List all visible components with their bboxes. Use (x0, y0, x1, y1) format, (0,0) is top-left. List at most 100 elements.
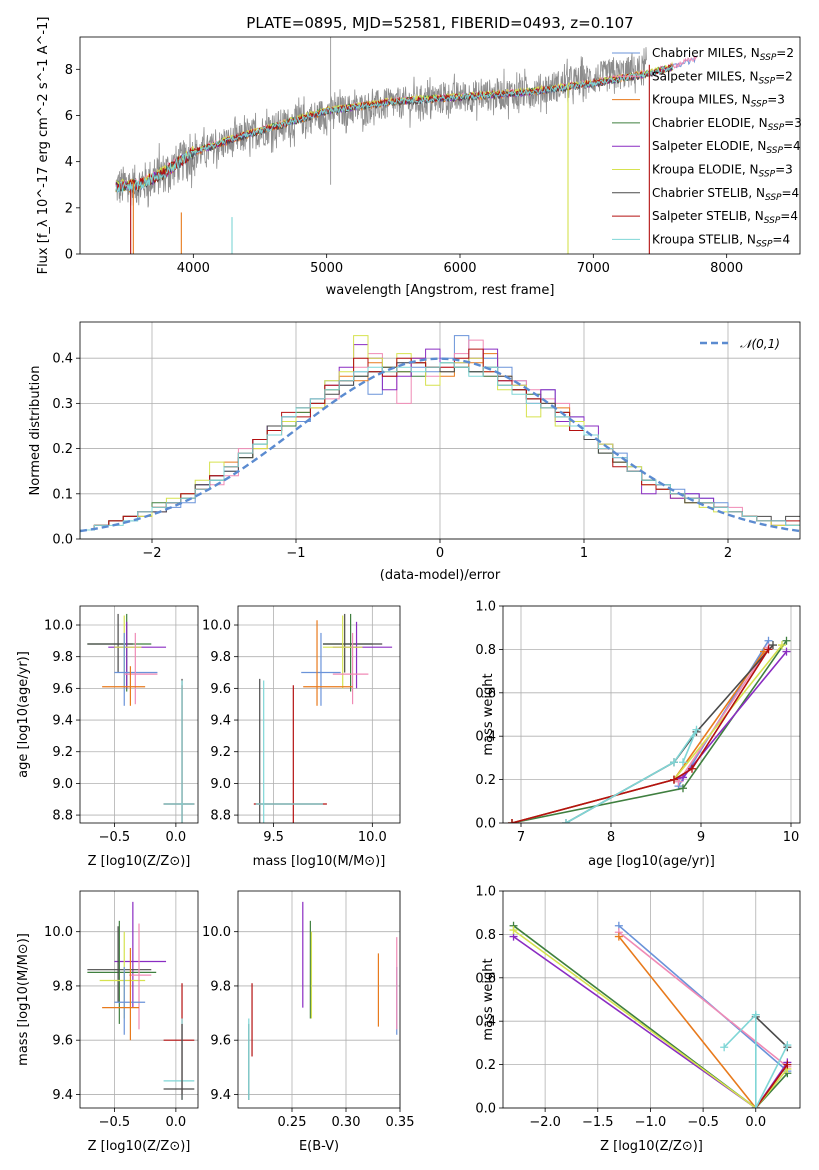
residuals-panel: −2 −1 0 1 2 0.0 0.1 0.2 0.3 0.4 (data-model)/error… (28, 321, 801, 583)
legend-text: Salpeter MILES, N (652, 69, 759, 83)
legend-entry: Salpeter STELIB, NSSP=4 (652, 209, 798, 226)
weight-vs-metallicity-panel: −2.0 −1.5 −1.0 −0.5 0.0 0.0 0.2 0.4 0.6 0.8 1.0 Z [… (475, 885, 801, 1154)
x-axis-label: mass [log10(M/M⊙)] (253, 854, 386, 869)
x-tick-label: −1.0 (635, 1115, 667, 1130)
y-tick-label: 9.8 (52, 979, 73, 994)
y-tick-label: 0.1 (52, 487, 73, 502)
y-tick-label: 9.2 (52, 745, 73, 760)
legend-subscript: SSP (756, 239, 773, 249)
weight-line (723, 1012, 789, 1108)
y-tick-label: 9.4 (52, 714, 73, 729)
spectrum-panel: 4000 5000 6000 7000 8000 0 2 4 6 8 wavelength [Ang… (36, 17, 802, 298)
legend-text: Chabrier STELIB, N (652, 186, 765, 200)
x-tick-label: 10.0 (358, 830, 387, 845)
x-tick-label: 7 (517, 830, 525, 845)
weight-line (755, 1016, 788, 1048)
legend-text: Salpeter STELIB, N (652, 209, 764, 223)
plot-area (87, 901, 195, 1100)
x-axis-label: (data-model)/error (380, 568, 501, 583)
x-axis-label: E(B-V) (299, 1139, 339, 1154)
x-tick-label: 8 (607, 830, 615, 845)
axes-frame (79, 321, 801, 540)
x-tick-label: 8000 (710, 261, 743, 276)
x-tick-label: 1 (580, 546, 588, 561)
legend-tail: =4 (772, 232, 790, 246)
legend-tail: =4 (782, 186, 800, 200)
y-axis-label: age [log10(age/yr)] (16, 651, 31, 778)
y-axis-label: mass weight (481, 673, 496, 755)
weight-marker (509, 926, 518, 935)
y-tick-label: 9.6 (210, 1034, 231, 1049)
weight-marker (751, 1010, 760, 1019)
x-tick-label: −0.5 (687, 1115, 719, 1130)
y-tick-label: 6 (65, 109, 73, 124)
x-tick-label: −0.5 (99, 830, 131, 845)
y-tick-label: 2 (65, 201, 73, 216)
y-tick-label: 1.0 (475, 885, 496, 900)
observed-spectrum (115, 47, 647, 208)
y-tick-label: 0.4 (475, 730, 496, 745)
y-axis-label: Normed distribution (28, 366, 43, 496)
x-tick-label: 0.0 (166, 830, 187, 845)
weight-line (677, 646, 770, 783)
y-tick-label: 9.4 (210, 714, 231, 729)
legend-text: Salpeter ELODIE, N (652, 139, 766, 153)
plot-area (115, 37, 698, 254)
normal-curve (80, 357, 800, 533)
legend-subscript: SSP (759, 170, 776, 180)
weight-line (513, 925, 788, 1108)
x-tick-label: −1 (286, 546, 305, 561)
x-axis-label: age [log10(age/yr)] (588, 854, 715, 869)
x-tick-label: 10 (783, 830, 800, 845)
legend-subscript: SSP (768, 123, 785, 133)
x-axis-label: wavelength [Angstrom, rest frame] (326, 283, 555, 298)
axes-frame (79, 890, 199, 1109)
x-tick-label: −2.0 (529, 1115, 561, 1130)
plot-area (253, 613, 393, 823)
legend-tail: =4 (783, 139, 801, 153)
y-tick-label: 10.0 (44, 925, 73, 940)
y-tick-label: 9.4 (210, 1088, 231, 1103)
legend-entry: Kroupa STELIB, NSSP=4 (652, 232, 790, 249)
legend-subscript: SSP (751, 100, 768, 110)
axes-frame (237, 605, 401, 824)
weight-marker (562, 819, 570, 823)
x-tick-label: 0 (436, 546, 444, 561)
y-tick-label: 1.0 (475, 600, 496, 615)
weight-line (513, 929, 789, 1108)
weight-marker (782, 636, 791, 645)
y-tick-label: 0.0 (52, 533, 73, 548)
x-axis-label: Z [log10(Z/Z⊙)] (600, 1139, 703, 1154)
x-tick-label: 4000 (177, 261, 210, 276)
y-axis-label: Flux [f_λ 10^-17 erg cm^-2 s^-1 A^-1] (36, 17, 51, 275)
legend-tail: =4 (780, 209, 798, 223)
weight-marker (688, 764, 696, 773)
y-tick-label: 9.2 (210, 745, 231, 760)
legend-text: Chabrier ELODIE, N (652, 116, 768, 130)
y-tick-label: 9.4 (52, 1088, 73, 1103)
model-spectrum (115, 64, 674, 194)
y-tick-label: 0.3 (52, 397, 73, 412)
weight-line (755, 1064, 789, 1108)
plot-area (87, 613, 195, 823)
weight-marker (764, 645, 773, 654)
legend-text: Kroupa MILES, N (652, 93, 751, 107)
weight-line (565, 644, 774, 823)
y-tick-label: 0.0 (475, 817, 496, 832)
y-tick-label: 8.8 (210, 809, 231, 824)
weight-marker (782, 647, 791, 656)
weight-marker (670, 758, 678, 767)
weight-line (618, 931, 788, 1068)
weight-marker (679, 784, 687, 793)
y-tick-label: 9.0 (210, 777, 231, 792)
y-tick-label: 0.8 (475, 928, 496, 943)
y-tick-label: 9.6 (52, 1034, 73, 1049)
age-vs-metallicity-panel: −0.5 0.0 8.8 9.0 9.2 9.4 9.6 9.8 10.0 Z [log10(Z/… (16, 605, 199, 869)
weight-line (565, 729, 698, 823)
plot-area (508, 636, 791, 823)
weight-line (618, 936, 757, 1108)
y-tick-label: 10.0 (202, 619, 231, 634)
y-tick-label: 9.6 (52, 682, 73, 697)
weight-marker (614, 932, 623, 941)
